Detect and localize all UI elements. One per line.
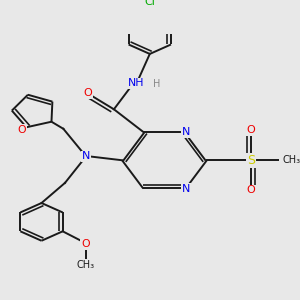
Text: NH: NH bbox=[128, 78, 144, 88]
Text: S: S bbox=[247, 154, 255, 167]
Text: CH₃: CH₃ bbox=[283, 155, 300, 165]
Text: Cl: Cl bbox=[144, 0, 155, 8]
Text: O: O bbox=[247, 185, 255, 195]
Text: O: O bbox=[81, 239, 90, 249]
Text: H: H bbox=[153, 79, 160, 89]
Text: N: N bbox=[182, 184, 190, 194]
Text: N: N bbox=[82, 152, 90, 161]
Text: N: N bbox=[182, 127, 190, 137]
Text: O: O bbox=[247, 125, 255, 135]
Text: O: O bbox=[17, 125, 26, 135]
Text: CH₃: CH₃ bbox=[76, 260, 94, 269]
Text: O: O bbox=[83, 88, 92, 98]
